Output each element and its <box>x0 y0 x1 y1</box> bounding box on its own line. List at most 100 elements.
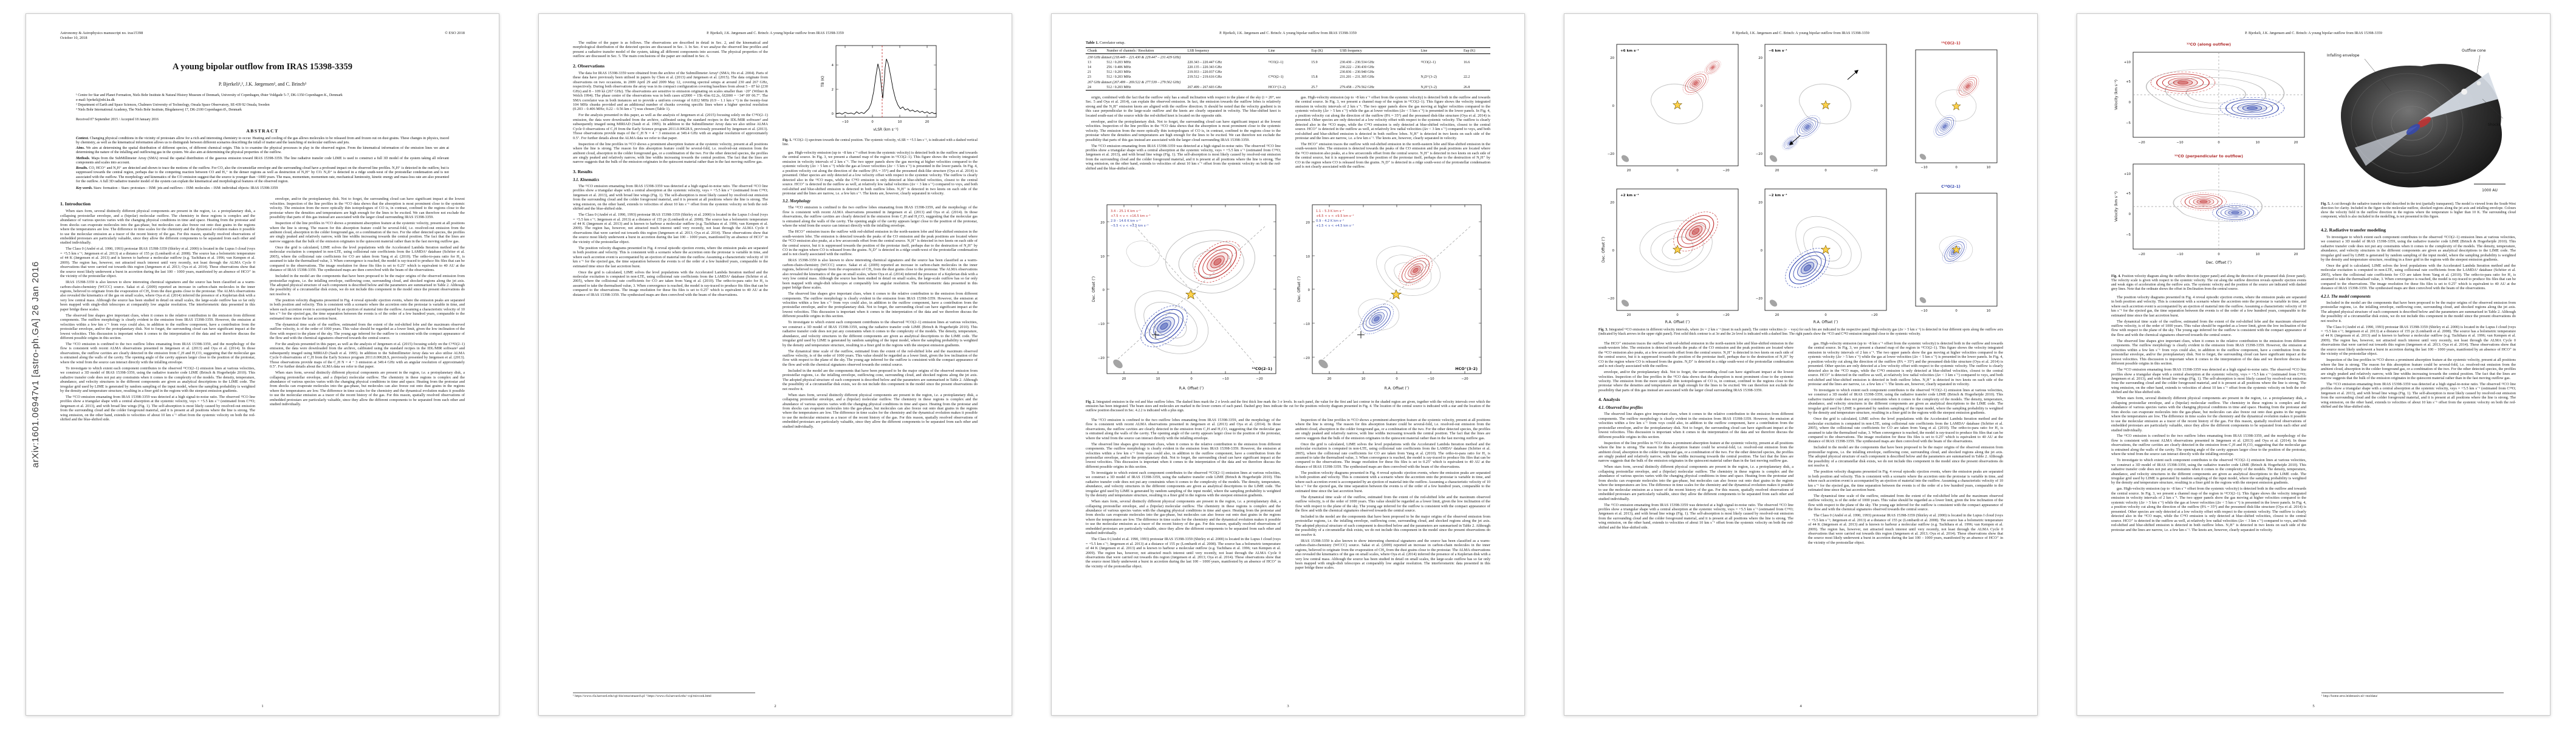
table-cell: 219.512 – 219.616 GHz <box>1187 75 1222 79</box>
svg-text:2.9 – 14.6 K km s⁻¹: 2.9 – 14.6 K km s⁻¹ <box>1111 219 1141 223</box>
table-cell: 220.343 – 220.447 GHz <box>1187 60 1222 64</box>
section-heading: 3. Results <box>573 168 593 174</box>
fig3-panel-4: 20 0 −20 −20 0 20 R.A. Offset (″) −2 km s⁻¹ <box>1756 188 1887 324</box>
page-3: P. Bjerkeli, J.K. Jørgensen and C. Brinc… <box>1051 13 1525 716</box>
svg-text:20: 20 <box>1775 313 1780 317</box>
page5-left-column: ¹²CO (along outflow) +10 +5 0 −5 −20 −10 0 10 2… <box>2111 41 2306 675</box>
table-group-row: 230 GHz dataset (218.449 – 221.430 & 229… <box>1088 55 1181 60</box>
page-title: A young bipolar outflow from IRAS 15398-… <box>173 62 352 72</box>
body-paragraph: Included in the model are the components… <box>2321 300 2516 323</box>
section-heading: 4.2.1. The model components <box>2321 294 2371 299</box>
body-paragraph: The observed line shapes give important … <box>1598 412 1793 439</box>
table-header-cell: Line <box>1419 47 1462 54</box>
table-cell <box>1267 65 1310 70</box>
fig1-caption: Fig. 1. ¹²CO(2–1) spectrum towards the c… <box>783 139 978 146</box>
svg-text:−20: −20 <box>1722 313 1730 317</box>
body-paragraph: gas. High-velocity emission (up to ~8 km… <box>1295 95 1490 141</box>
affiliation-line: e-mail: bjerkeli@nbi.ku.dk <box>76 98 115 103</box>
section-heading: 3.1. Kinematics <box>573 177 600 182</box>
svg-text:4: 4 <box>832 64 834 67</box>
body-paragraph: Once the grid is calculated, LIME solves… <box>1295 442 1490 469</box>
svg-text:0: 0 <box>1761 249 1763 253</box>
affiliation-line: ¹ Centre for Star and Planet Formation, … <box>76 94 343 98</box>
body-paragraph: When stars form, several distinctly diff… <box>1598 465 1793 501</box>
figure-5: Infalling envelope Outflow cone Shocks 1… <box>2321 41 2516 219</box>
table-cell: 15.9 <box>1311 60 1318 64</box>
shock-knot <box>2461 89 2467 95</box>
svg-text:2: 2 <box>832 88 834 92</box>
svg-text:−20: −20 <box>1303 357 1310 360</box>
body-paragraph: To investigate to which extent each comp… <box>2111 458 2306 485</box>
footnote-lamda[interactable]: ¹ http://home.strw.leidenuniv.nl/~moldat… <box>2321 692 2504 698</box>
body-paragraph: IRAS 15398-3359 is also known to show in… <box>783 258 978 290</box>
body-paragraph: The observed line shapes give important … <box>2111 338 2306 366</box>
table-cell: 220.135 – 220.343 GHz <box>1187 65 1222 69</box>
table-cell: 22.2 <box>1463 75 1470 79</box>
svg-text:+5: +5 <box>2126 192 2131 196</box>
table-cell: 25.7 <box>1311 86 1318 89</box>
svg-text:20: 20 <box>1758 56 1762 60</box>
svg-text:10: 10 <box>1156 377 1160 381</box>
page-number: 1 <box>261 704 264 708</box>
svg-text:0: 0 <box>832 112 834 116</box>
fig1-spectrum-plot: −10 0 10 20 0 2 4 vLSR (km s⁻¹) TB (K) <box>821 45 937 132</box>
svg-text:0: 0 <box>2218 141 2220 145</box>
svg-text:Velocity (km s⁻¹): Velocity (km s⁻¹) <box>2114 80 2119 110</box>
figure-1: −10 0 10 20 0 2 4 vLSR (km s⁻¹) TB (K) Fig. 1… <box>783 41 978 147</box>
body-paragraph: The outline of the paper is as follows. … <box>573 41 768 59</box>
svg-text:+6.5 < v < +9.5 km s⁻¹: +6.5 < v < +9.5 km s⁻¹ <box>1316 214 1354 218</box>
fig3-side1-title: ¹³CO(2–1) <box>1941 41 1961 46</box>
svg-text:−10: −10 <box>1920 166 1928 169</box>
svg-text:0: 0 <box>1955 166 1958 169</box>
table1-title: Table 1. Correlator setup. <box>1086 41 1126 45</box>
table-cell <box>1462 70 1490 75</box>
table-cell: 219.933 – 220.037 GHz <box>1187 70 1222 74</box>
page4-right-column: gas. High-velocity emission (up to ~8 km… <box>1808 341 2003 627</box>
svg-text:−20: −20 <box>1722 169 1730 173</box>
svg-text:20: 20 <box>1775 169 1780 173</box>
page-number: 4 <box>1800 704 1802 708</box>
page2-left-column: The outline of the paper is as follows. … <box>573 41 768 675</box>
table-cell <box>1462 65 1490 70</box>
svg-text:10: 10 <box>2256 141 2260 145</box>
svg-text:−5: −5 <box>2126 122 2131 125</box>
svg-text:0.9 – 4.2 K km s⁻¹: 0.9 – 4.2 K km s⁻¹ <box>1316 219 1344 223</box>
svg-text:20: 20 <box>1306 221 1310 225</box>
section-heading: 4. Analysis <box>1598 397 1620 403</box>
svg-text:R.A. Offset (″): R.A. Offset (″) <box>1385 386 1410 391</box>
page3-top-left: origin, combined with the fact that the … <box>1086 95 1281 197</box>
body-paragraph: The position velocity diagrams presented… <box>270 298 465 321</box>
beam-ellipse <box>1113 359 1123 369</box>
table-cell: N₂H⁺(3–2) <box>1420 86 1437 89</box>
table-cell: 230.836 – 230.940 GHz <box>1340 70 1375 74</box>
svg-text:0: 0 <box>1761 104 1763 108</box>
manuscript-note: Astronomy & Astrophysics manuscript no. … <box>60 31 143 40</box>
body-paragraph: The ¹²CO emission is confined to the two… <box>60 342 255 364</box>
table-cell: 23 <box>1088 75 1091 79</box>
fig5-caption: Fig. 5. A cut through the radiative tran… <box>2321 202 2516 219</box>
body-paragraph: The dynamical time scale of the outflow,… <box>270 322 465 340</box>
svg-text:−20: −20 <box>2138 141 2145 145</box>
body-paragraph: envelope, and/or the protoplanetary disk… <box>270 197 465 220</box>
authors-line: P. Bjerkeli¹,², J.K. Jørgensen², and C. … <box>218 81 307 87</box>
table-group-row: 267 GHz dataset (267.499 – 269.522 & 277… <box>1088 81 1181 84</box>
svg-text:Velocity (km s⁻¹): Velocity (km s⁻¹) <box>2114 191 2119 222</box>
fig4-caption: Fig. 4. Position velocity diagram along … <box>2111 275 2306 291</box>
svg-text:10: 10 <box>1100 255 1105 259</box>
running-header: P. Bjerkeli, J.K. Jørgensen and C. Brinc… <box>1219 31 1357 35</box>
body-paragraph: Inspection of the line profiles in ¹²CO … <box>1598 440 1793 464</box>
svg-text:0: 0 <box>2218 253 2220 256</box>
svg-text:−20: −20 <box>1608 152 1615 156</box>
fig3-panel-1: 20 0 −20 −20 0 20 +6 km s⁻¹ <box>1608 44 1739 173</box>
svg-text:−20: −20 <box>1461 377 1468 381</box>
footnote-sma[interactable]: ¹ https://www.cfa.harvard.edu/cgi-bin/sm… <box>573 692 755 698</box>
table-row: 21 512 / 0.203 MHz 219.933 – 220.037 GHz 23… <box>1086 70 1490 75</box>
table-cell: 15.8 <box>1311 75 1318 79</box>
svg-text:0: 0 <box>1396 377 1398 381</box>
svg-text:−20: −20 <box>2138 253 2145 256</box>
svg-text:−10: −10 <box>2176 141 2184 145</box>
svg-text:−20: −20 <box>1256 377 1263 381</box>
section-heading: 2. Observations <box>573 63 605 69</box>
svg-text:20: 20 <box>1610 56 1614 60</box>
body-paragraph: The Class 0 (André et al. 1990, 1993) pr… <box>1808 513 2003 545</box>
